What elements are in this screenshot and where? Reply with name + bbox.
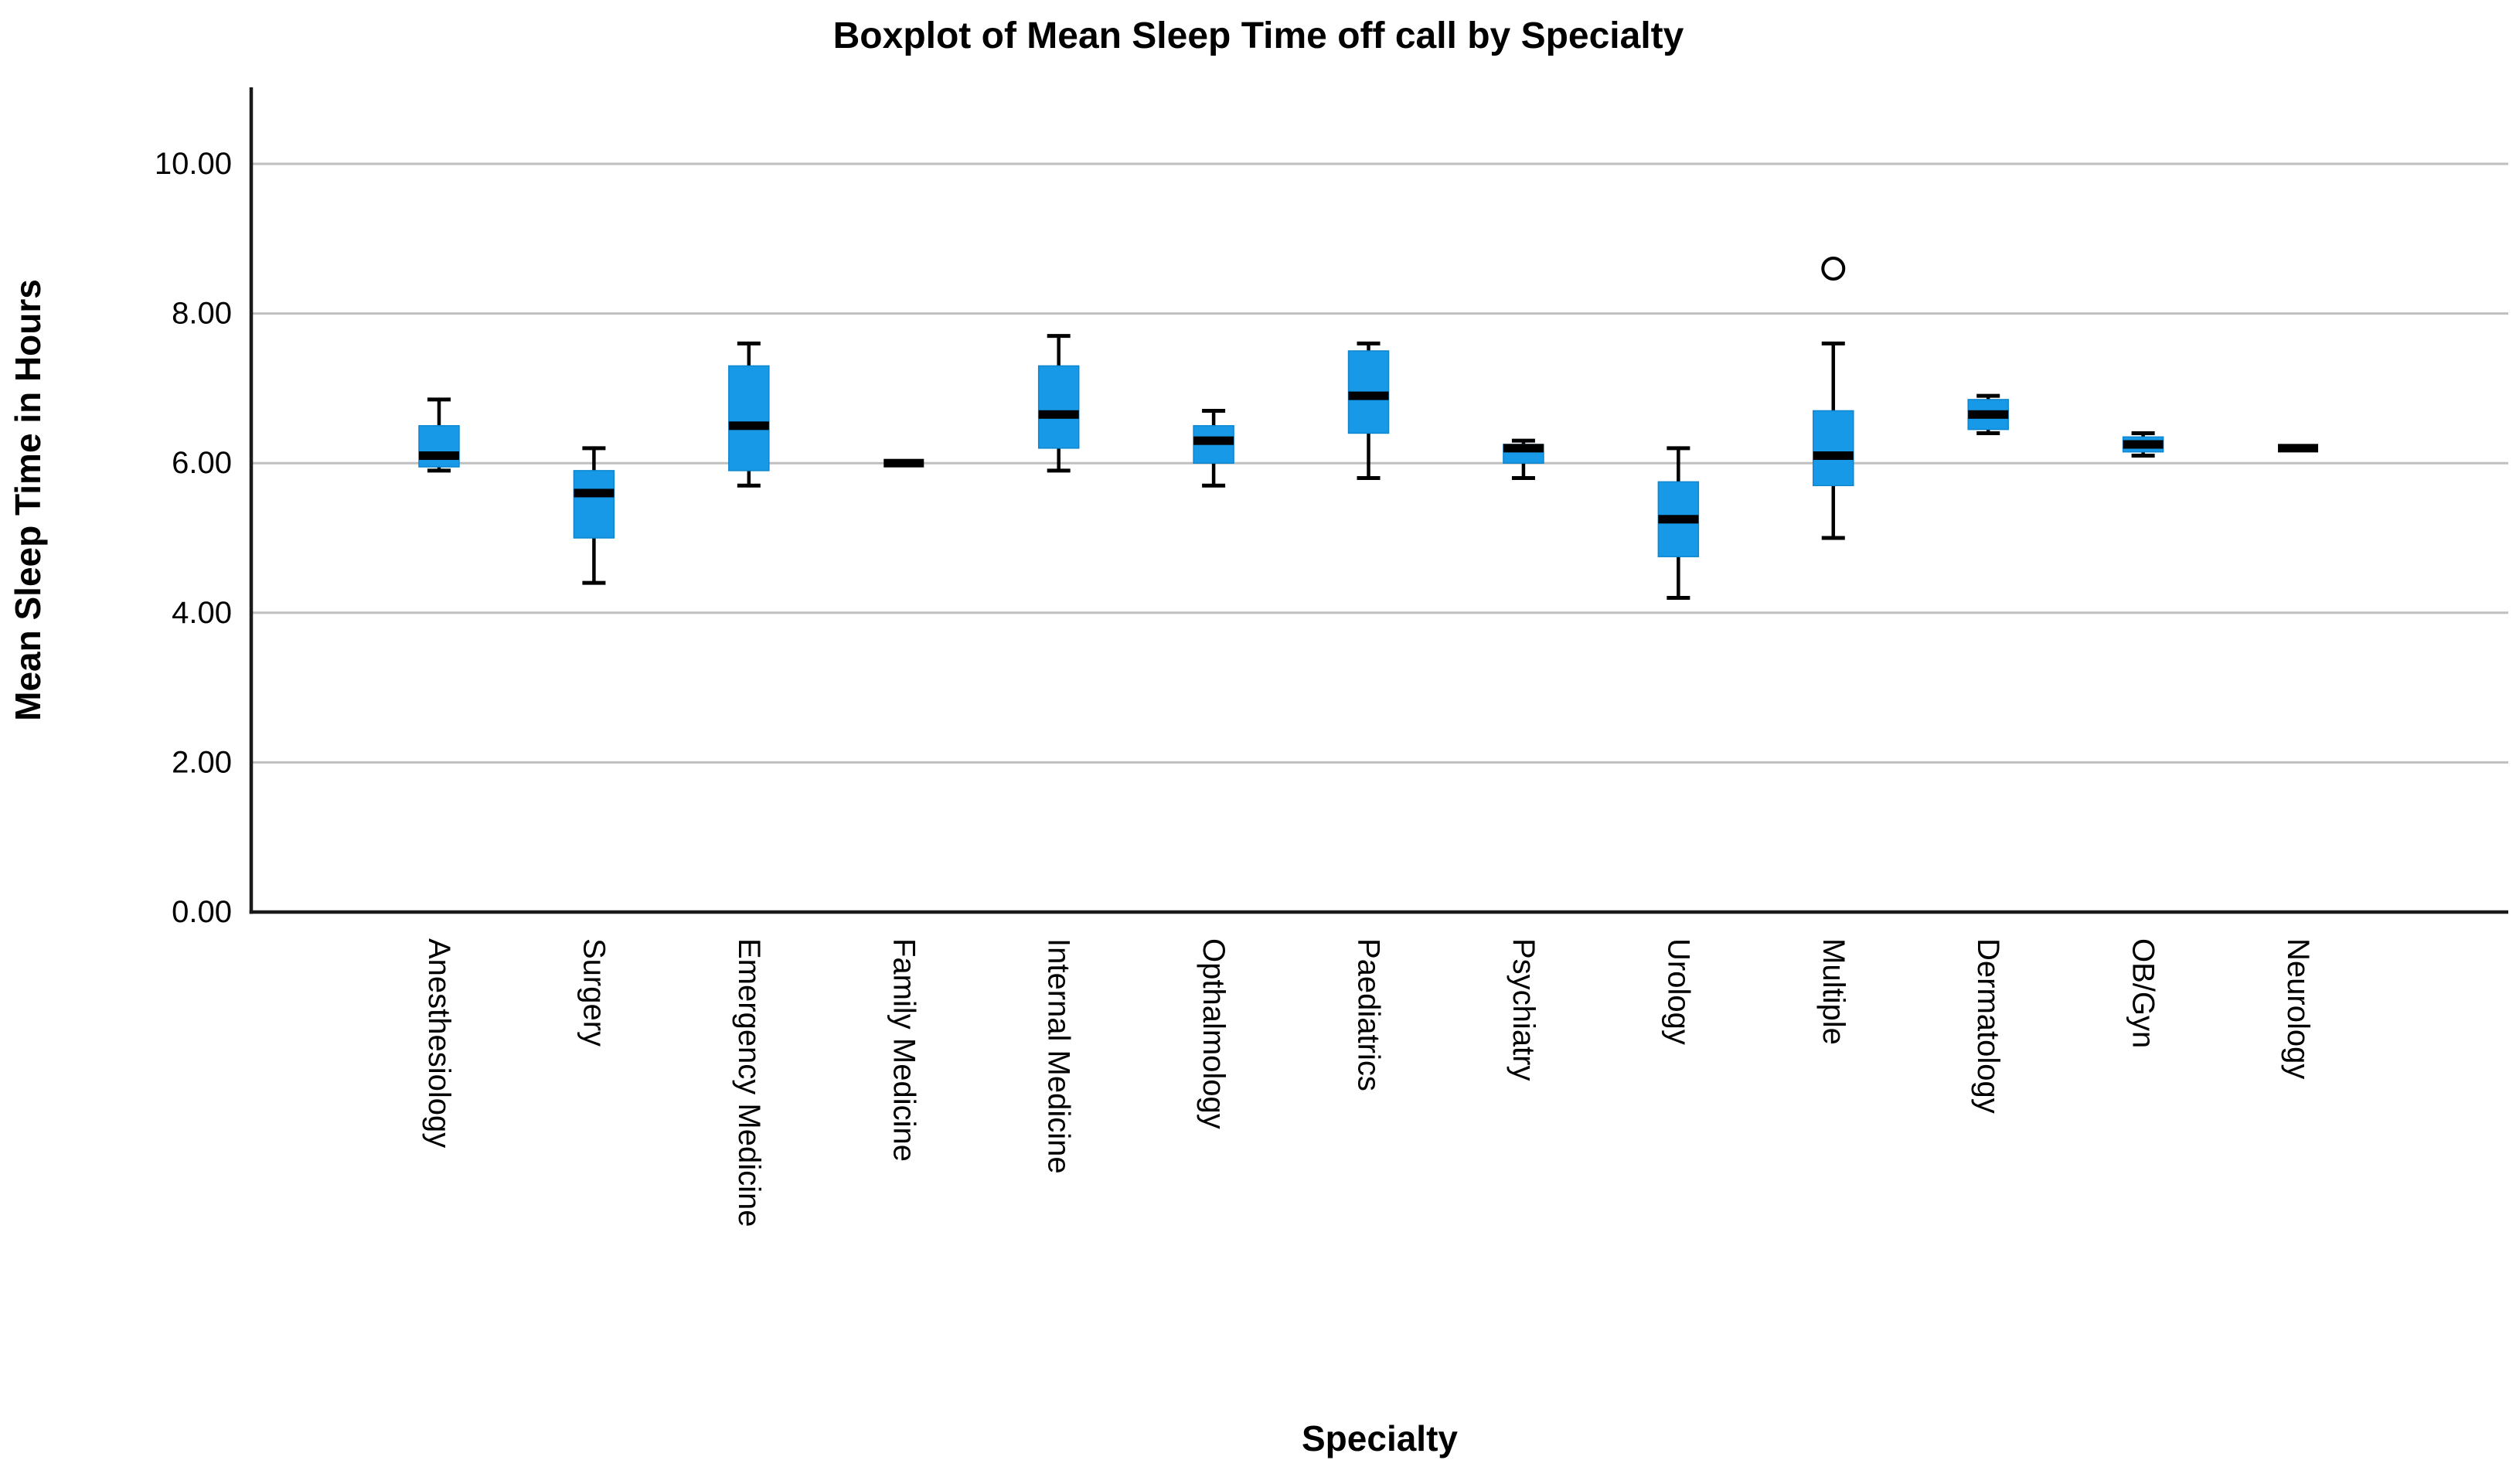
y-tick-label-0: 0.00 (172, 895, 232, 929)
iqr-box (1037, 365, 1080, 449)
y-tick-label-8: 8.00 (172, 297, 232, 331)
boxes (418, 257, 2319, 600)
median-line (1968, 410, 2009, 419)
y-axis-tick-labels: 0.00 2.00 4.00 6.00 8.00 10.00 (155, 147, 232, 929)
outlier-point (1821, 257, 1846, 281)
x-category-label-urology: Urology (1661, 938, 1695, 1045)
median-line (2123, 440, 2164, 449)
iqr-box (573, 470, 615, 539)
iqr-box (728, 365, 770, 471)
x-category-label-emergency-medicine: Emergency Medicine (732, 938, 766, 1227)
y-tick-label-4: 4.00 (172, 596, 232, 630)
box-group-surgery (573, 446, 615, 585)
box-group-psychiatry (1503, 438, 1544, 481)
box-group-internal-medicine (1037, 334, 1080, 473)
median-line (1658, 515, 1699, 524)
x-category-label-multiple: Multiple (1816, 938, 1850, 1045)
median-line (1503, 444, 1544, 453)
median-line (574, 488, 615, 498)
median-line (728, 421, 769, 431)
x-category-label-dermatology: Dermatology (1971, 938, 2005, 1114)
x-axis-title: Specialty (1302, 1418, 1458, 1458)
box-group-emergency-medicine (728, 341, 770, 488)
x-category-label-opthalmology: Opthalmology (1197, 938, 1231, 1129)
iqr-box (418, 425, 460, 468)
median-line (883, 458, 924, 468)
y-tick-label-2: 2.00 (172, 745, 232, 779)
y-tick-label-10: 10.00 (155, 147, 232, 181)
x-category-label-psychiatry: Psychiatry (1507, 938, 1541, 1081)
median-line (1038, 410, 1079, 419)
x-category-label-internal-medicine: Internal Medicine (1042, 938, 1076, 1174)
x-category-label-neurology: Neurology (2281, 938, 2315, 1079)
median-line (1193, 436, 1234, 445)
box-group-family-medicine (883, 458, 924, 468)
median-line (1348, 391, 1389, 400)
x-axis-category-labels: Anesthesiology Surgery Emergency Medicine F… (422, 938, 2315, 1227)
box-group-paediatrics (1347, 341, 1390, 481)
y-axis-title: Mean Sleep Time in Hours (8, 279, 48, 721)
median-line (2278, 444, 2319, 453)
x-category-label-surgery: Surgery (577, 938, 611, 1047)
box-group-dermatology (1967, 393, 2009, 435)
box-group-neurology (2278, 444, 2319, 453)
x-category-label-anesthesiology: Anesthesiology (422, 938, 456, 1148)
median-line (419, 451, 459, 461)
x-category-label-paediatrics: Paediatrics (1352, 938, 1386, 1091)
x-category-label-family-medicine: Family Medicine (887, 938, 921, 1162)
box-group-anesthesiology (418, 397, 460, 473)
y-tick-label-6: 6.00 (172, 446, 232, 480)
gridlines (253, 162, 2508, 764)
box-group-urology (1657, 446, 1700, 600)
box-group-ob-gyn (2122, 431, 2164, 458)
chart-title: Boxplot of Mean Sleep Time off call by S… (833, 15, 1684, 56)
x-category-label-ob-gyn: OB/Gyn (2126, 938, 2160, 1048)
median-line (1813, 451, 1854, 461)
iqr-box (1813, 410, 1854, 486)
box-group-opthalmology (1193, 408, 1234, 488)
box-group-multiple (1813, 257, 1854, 540)
